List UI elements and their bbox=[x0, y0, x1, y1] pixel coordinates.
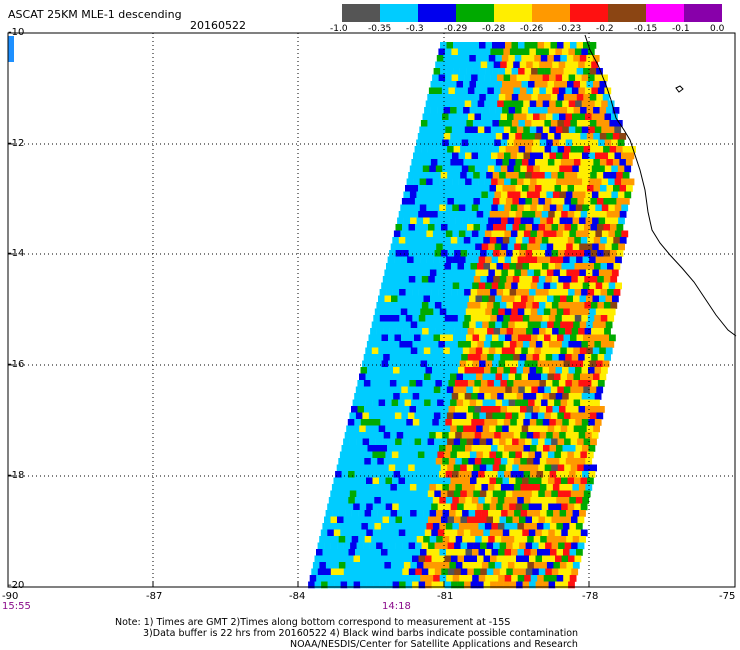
color-swatch bbox=[532, 4, 570, 22]
lon-label: -78 bbox=[582, 591, 599, 602]
color-scale-label: -0.28 bbox=[482, 24, 506, 34]
color-scale-label: -0.1 bbox=[672, 24, 690, 34]
color-swatch bbox=[342, 4, 380, 22]
map-date: 20160522 bbox=[190, 19, 246, 32]
lat-label: -14 bbox=[8, 248, 25, 259]
color-scale-label: -0.3 bbox=[406, 24, 424, 34]
color-swatch bbox=[608, 4, 646, 22]
lon-label: -81 bbox=[437, 591, 454, 602]
color-scale-label: -1.0 bbox=[330, 24, 348, 34]
time-label: 14:18 bbox=[382, 601, 411, 612]
color-swatch bbox=[418, 4, 456, 22]
coastline bbox=[584, 34, 737, 337]
scale-marker bbox=[8, 36, 14, 62]
color-swatch bbox=[684, 4, 722, 22]
lat-label: -20 bbox=[8, 580, 25, 591]
graticule bbox=[8, 33, 735, 587]
lon-label: -75 bbox=[719, 591, 736, 602]
lon-label: -84 bbox=[289, 591, 306, 602]
note-line: 3)Data buffer is 22 hrs from 20160522 4)… bbox=[143, 628, 579, 639]
lon-label: -90 bbox=[2, 591, 19, 602]
note-line: Note: 1) Times are GMT 2)Times along bot… bbox=[115, 617, 511, 628]
color-swatch bbox=[380, 4, 418, 22]
color-scale-label: -0.2 bbox=[596, 24, 614, 34]
color-scale-label: -0.26 bbox=[520, 24, 544, 34]
lat-label: -18 bbox=[8, 470, 25, 481]
lake-outline bbox=[675, 85, 684, 93]
map-title: ASCAT 25KM MLE-1 descending bbox=[8, 8, 182, 21]
frame-ticks bbox=[8, 143, 590, 587]
color-swatch bbox=[570, 4, 608, 22]
color-scale-label: -0.23 bbox=[558, 24, 582, 34]
lat-label: -10 bbox=[8, 27, 25, 38]
lat-label: -16 bbox=[8, 359, 25, 370]
color-swatch bbox=[494, 4, 532, 22]
swath-cells bbox=[8, 36, 636, 589]
map-frame bbox=[7, 32, 736, 588]
color-swatch bbox=[646, 4, 684, 22]
color-scale-label: -0.29 bbox=[444, 24, 468, 34]
color-scale-label: -0.35 bbox=[368, 24, 392, 34]
credit-line: NOAA/NESDIS/Center for Satellite Applica… bbox=[290, 639, 578, 650]
color-scale-bar bbox=[342, 4, 722, 22]
color-swatch bbox=[456, 4, 494, 22]
time-label: 15:55 bbox=[2, 601, 31, 612]
lon-label: -87 bbox=[146, 591, 163, 602]
color-scale-label: 0.0 bbox=[710, 24, 725, 34]
color-scale-label: -0.15 bbox=[634, 24, 658, 34]
lat-label: -12 bbox=[8, 138, 25, 149]
